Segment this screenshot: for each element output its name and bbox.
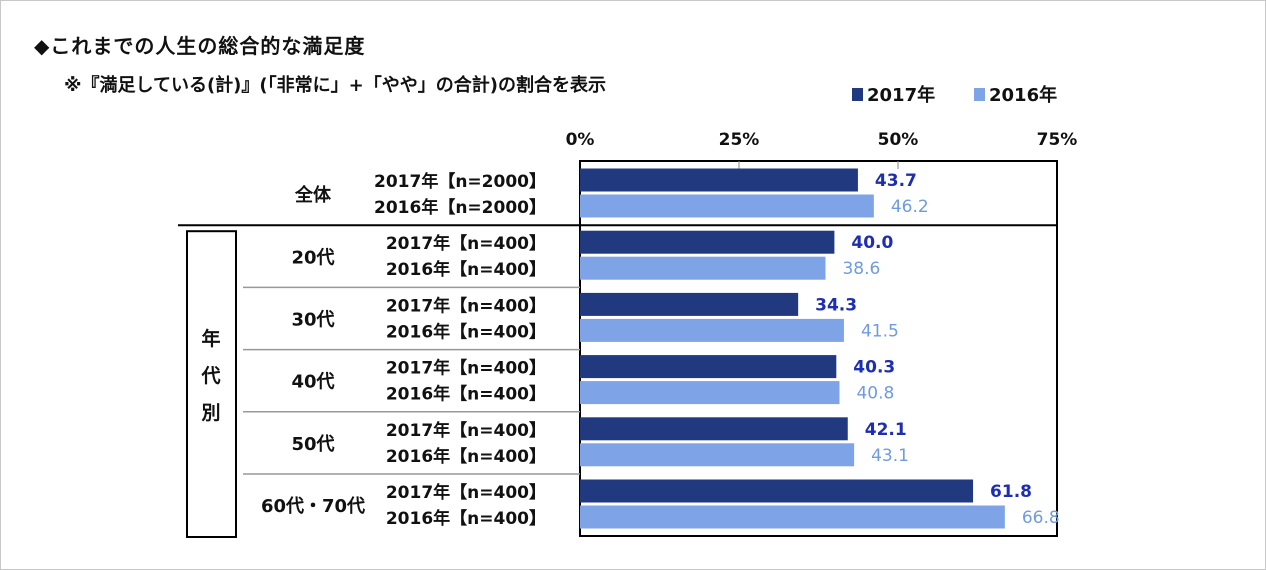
data-label: 40.8 [856,384,894,404]
bar-2017 [580,168,858,192]
chart-subtitle: ※『満足している(計)』(「非常に」+「やや」の合計)の割合を表示 [64,75,606,96]
bar-2016 [580,505,1005,529]
data-label: 43.7 [875,171,917,191]
data-label: 43.1 [871,446,909,466]
row-label: 2017年【n=400】 [386,358,546,379]
bar-2017 [580,479,974,503]
data-label: 38.6 [842,259,880,279]
bar-2016 [580,194,874,218]
data-label: 41.5 [861,321,899,341]
row-label: 2016年【n=400】 [386,446,546,467]
data-label: 40.3 [853,358,895,378]
bar-2016 [580,443,855,467]
age-group-box [186,230,237,538]
x-tick-label: 25% [719,130,760,150]
x-tick-label: 0% [566,130,595,150]
row-label: 2017年【n=400】 [386,482,546,503]
row-label: 2016年【n=400】 [386,259,546,280]
legend-swatch-2016 [974,88,985,101]
data-label: 66.8 [1022,508,1060,528]
age-group-label: 代 [200,365,220,387]
age-group-label: 別 [201,402,220,424]
group-label: 50代 [291,434,334,455]
group-label: 30代 [291,310,334,331]
row-label: 2016年【n=400】 [386,384,546,405]
row-label: 2017年【n=400】 [386,420,546,441]
legend-label-2017: 2017年 [867,84,935,106]
row-label: 2016年【n=400】 [386,508,546,529]
group-label: 20代 [291,247,334,268]
plot-area [579,160,1058,537]
data-label: 34.3 [815,295,857,315]
bar-2017 [580,292,799,316]
bar-2017 [580,355,837,379]
row-label: 2016年【n=400】 [386,321,546,342]
group-label: 40代 [291,372,334,393]
x-tick-label: 50% [878,130,919,150]
bar-2016 [580,318,844,342]
group-label: 全体 [294,184,332,206]
data-label: 46.2 [891,197,929,217]
legend-swatch-2017 [852,88,863,101]
chart-title: ◆これまでの人生の総合的な満足度 [34,34,366,58]
data-label: 61.8 [990,482,1032,502]
group-label: 60代・70代 [261,496,365,517]
row-label: 2017年【n=2000】 [374,171,546,192]
bar-2016 [580,381,840,405]
row-label: 2017年【n=400】 [386,295,546,316]
bar-2016 [580,256,826,280]
data-label: 42.1 [865,420,907,440]
row-label: 2016年【n=2000】 [374,197,546,218]
bar-2017 [580,230,835,254]
age-group-label: 年 [201,327,220,350]
bar-2017 [580,417,848,441]
data-label: 40.0 [851,233,893,253]
row-label: 2017年【n=400】 [386,233,546,254]
legend-label-2016: 2016年 [989,84,1057,106]
x-tick-label: 75% [1037,130,1078,150]
